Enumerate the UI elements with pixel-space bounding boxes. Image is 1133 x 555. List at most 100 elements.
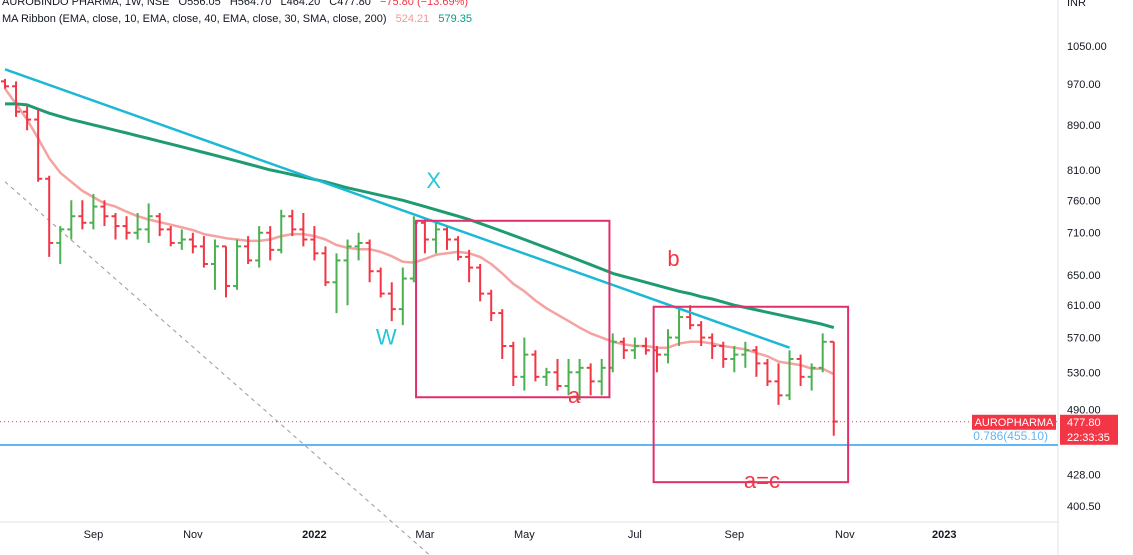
ohlc-bar: [564, 358, 573, 396]
ohlc-bar: [255, 226, 264, 268]
ohlc-bar: [520, 337, 529, 391]
ohlc-bar: [398, 267, 407, 326]
ohlc-bar: [45, 175, 54, 257]
ohlc-bar: [641, 337, 650, 355]
legend-ribbon: MA Ribbon (EMA, close, 10, EMA, close, 4…: [2, 13, 478, 25]
wave-label: W: [376, 324, 397, 349]
ohlc-bar: [675, 309, 684, 347]
legend-high: H564.70: [229, 0, 272, 8]
ohlc-bar: [222, 245, 230, 298]
price-badge-countdown: 22:33:35: [1067, 432, 1110, 444]
ohlc-bar: [818, 333, 827, 373]
ohlc-bar: [310, 226, 319, 261]
ohlc-bar: [498, 309, 507, 359]
fib-level-label: 0.786(455.10): [973, 429, 1048, 443]
wave-label: b: [667, 246, 679, 271]
ohlc-bar: [763, 358, 772, 386]
x-tick-label: Sep: [84, 529, 104, 541]
y-tick-label: 890.00: [1067, 120, 1101, 132]
ohlc-bar: [575, 358, 584, 401]
ohlc-bars: [1, 78, 838, 436]
ohlc-bar: [708, 333, 717, 359]
legend-low: L464.20: [280, 0, 321, 8]
ohlc-bar: [586, 363, 595, 396]
x-tick-label: Sep: [725, 529, 745, 541]
ohlc-bar: [266, 226, 275, 261]
y-tick-label: 428.00: [1067, 469, 1101, 481]
y-tick-label: 710.00: [1067, 228, 1101, 240]
legend-symbol: AUROBINDO PHARMA, 1W, NSE: [2, 0, 170, 8]
wave-label: a=c: [744, 468, 780, 493]
ohlc-bar: [387, 282, 396, 322]
ohlc-bar: [78, 200, 87, 230]
ohlc-bar: [443, 226, 451, 250]
price-badge-bg: [1060, 414, 1118, 445]
ohlc-bar: [553, 358, 562, 391]
ohlc-bar: [697, 321, 706, 347]
cyan-trendline: [4, 68, 790, 349]
ohlc-bar: [277, 209, 286, 254]
ohlc-bar: [122, 216, 131, 240]
symbol-badge-bg: [972, 414, 1056, 430]
y-tick-label: 570.00: [1067, 333, 1101, 345]
y-tick-label: 400.50: [1067, 501, 1101, 513]
ohlc-bar: [144, 203, 153, 243]
dashed-trendline: [4, 181, 431, 555]
ohlc-bar: [719, 341, 728, 368]
ohlc-bar: [431, 222, 440, 254]
ohlc-bar: [807, 363, 816, 391]
ohlc-bar: [376, 267, 385, 298]
ohlc-bar: [796, 354, 805, 386]
x-tick-label: Jul: [628, 529, 642, 541]
ohlc-bar: [774, 363, 783, 405]
x-tick-label: Mar: [415, 529, 434, 541]
ohlc-bar: [155, 212, 164, 237]
wave-label: X: [426, 168, 441, 193]
ohlc-bar: [111, 212, 120, 240]
y-tick-label: 610.00: [1067, 300, 1101, 312]
ohlc-bar: [89, 194, 98, 230]
legend-ribbon-value-1: 524.21: [395, 13, 430, 25]
ohlc-bar: [244, 236, 253, 264]
y-tick-label: 1050.00: [1067, 41, 1107, 53]
legend-open: O556.05: [178, 0, 221, 8]
ohlc-bar: [12, 81, 21, 117]
ohlc-bar: [752, 346, 761, 377]
legend-ribbon-value-2: 579.35: [438, 13, 472, 25]
currency-label: INR: [1067, 0, 1086, 9]
ohlc-bar: [730, 346, 739, 373]
symbol-badge: AUROPHARMA: [975, 417, 1055, 429]
x-tick-label: 2023: [932, 529, 956, 541]
y-tick-label: 490.00: [1067, 405, 1101, 417]
ohlc-bar: [509, 341, 518, 386]
legend-ribbon-label: MA Ribbon (EMA, close, 10, EMA, close, 4…: [2, 13, 387, 25]
ohlc-bar: [299, 212, 308, 247]
ohlc-bar: [166, 226, 175, 247]
ohlc-bar: [465, 249, 474, 283]
price-badge-value: 477.80: [1067, 417, 1101, 429]
ohlc-bar: [664, 329, 672, 364]
wave-label: a: [568, 383, 581, 408]
ohlc-bar: [177, 229, 186, 250]
ohlc-bar: [365, 239, 374, 283]
ohlc-bar: [630, 337, 639, 359]
ohlc-bar: [542, 367, 551, 386]
ohlc-bar: [829, 340, 838, 436]
x-tick-label: Nov: [835, 529, 855, 541]
ohlc-bar: [199, 236, 208, 268]
ma-line-ema10: [3, 88, 835, 376]
ohlc-bar: [686, 305, 695, 330]
y-tick-label: 810.00: [1067, 165, 1101, 177]
ohlc-bar: [210, 239, 219, 290]
ohlc-bar: [23, 106, 32, 131]
ohlc-bar: [321, 246, 330, 287]
ohlc-bar: [188, 232, 197, 254]
ohlc-bar: [56, 226, 65, 264]
ohlc-bar: [233, 239, 242, 290]
x-tick-label: Nov: [183, 529, 203, 541]
ohlc-bar: [741, 341, 750, 368]
legend-close: C477.80: [329, 0, 371, 8]
ohlc-bar: [332, 253, 341, 314]
ohlc-bar: [454, 236, 463, 261]
